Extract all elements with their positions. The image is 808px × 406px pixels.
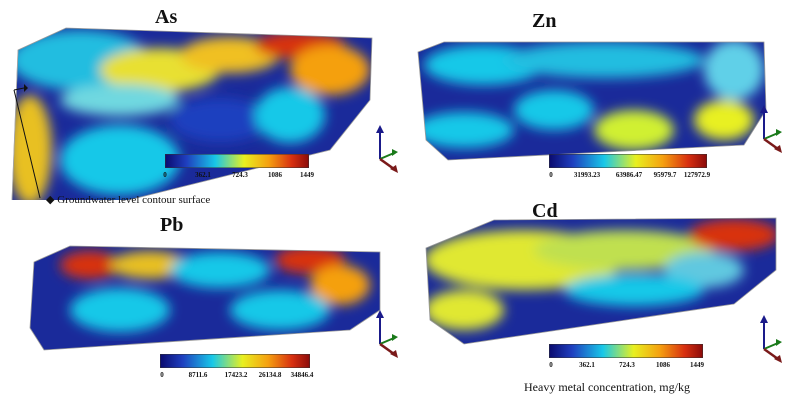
colorbar-tick-label: 63986.47 — [615, 171, 643, 179]
zn-volume-render — [417, 41, 767, 161]
colorbar-gradient — [549, 344, 703, 358]
colorbar-gradient — [160, 354, 310, 368]
colorbar-tick-label: 8711.6 — [188, 371, 208, 379]
colorbar-gradient — [165, 154, 309, 168]
annotation-leader-line — [13, 84, 41, 199]
colorbar-tick-label: 0 — [160, 371, 164, 379]
colorbar-tick-label: 724.3 — [619, 361, 635, 369]
panel-title: Zn — [532, 10, 557, 32]
axes-triad-icon — [760, 315, 782, 363]
panel-zn: Zn 0 31993.23 63986.47 95979.7 127972.9 — [404, 0, 808, 200]
panel-pb: Pb 0 8711.6 17423.2 26134.8 34846.4 — [0, 210, 404, 406]
colorbar-tick-label: 0 — [163, 171, 167, 179]
colorbar-as: 0 362.1 724.3 1086 1449 — [163, 154, 314, 184]
colorbar-tick-label: 0 — [549, 361, 553, 369]
colorbar-tick-label: 724.3 — [232, 171, 248, 179]
colorbar-tick-label: 1086 — [268, 171, 282, 179]
colorbar-tick-label: 1086 — [656, 361, 670, 369]
colorbar-tick-label: 362.1 — [195, 171, 211, 179]
panel-title: As — [155, 6, 178, 28]
colorbar-zn: 0 31993.23 63986.47 95979.7 127972.9 — [549, 154, 711, 184]
colorbar-tick-label: 1449 — [690, 361, 704, 369]
colorbar-tick-label: 362.1 — [579, 361, 595, 369]
panel-cd: Cd 0 362.1 724.3 1086 1449 Heavy metal c… — [404, 200, 808, 406]
colorbar-tick-label: 17423.2 — [224, 371, 248, 379]
pb-volume-render — [29, 245, 381, 351]
colorbar-tick-label: 31993.23 — [573, 171, 601, 179]
axes-triad-icon — [376, 310, 398, 358]
axes-triad-icon — [760, 105, 782, 153]
colorbar-tick-label: 1449 — [300, 171, 314, 179]
colorbar-pb: 0 8711.6 17423.2 26134.8 34846.4 — [160, 354, 313, 384]
panel-title: Pb — [160, 214, 184, 236]
colorbar-gradient — [549, 154, 707, 168]
panel-as: As 0 362.1 724.3 1086 1449 ◆ Groundwater… — [0, 0, 404, 206]
colorbar-tick-label: 127972.9 — [683, 171, 711, 179]
axes-triad-icon — [376, 125, 398, 173]
colorbar-tick-label: 95979.7 — [653, 171, 677, 179]
panel-title: Cd — [532, 200, 558, 222]
colorbar-tick-label: 26134.8 — [258, 371, 282, 379]
cd-volume-render — [425, 217, 777, 345]
colorbar-tick-label: 34846.4 — [290, 371, 314, 379]
groundwater-annotation: ◆ Groundwater level contour surface — [46, 194, 211, 206]
as-volume-render — [11, 27, 373, 200]
concentration-caption: Heavy metal concentration, mg/kg — [524, 380, 690, 394]
colorbar-cd: 0 362.1 724.3 1086 1449 — [549, 344, 704, 374]
colorbar-tick-label: 0 — [549, 171, 553, 179]
